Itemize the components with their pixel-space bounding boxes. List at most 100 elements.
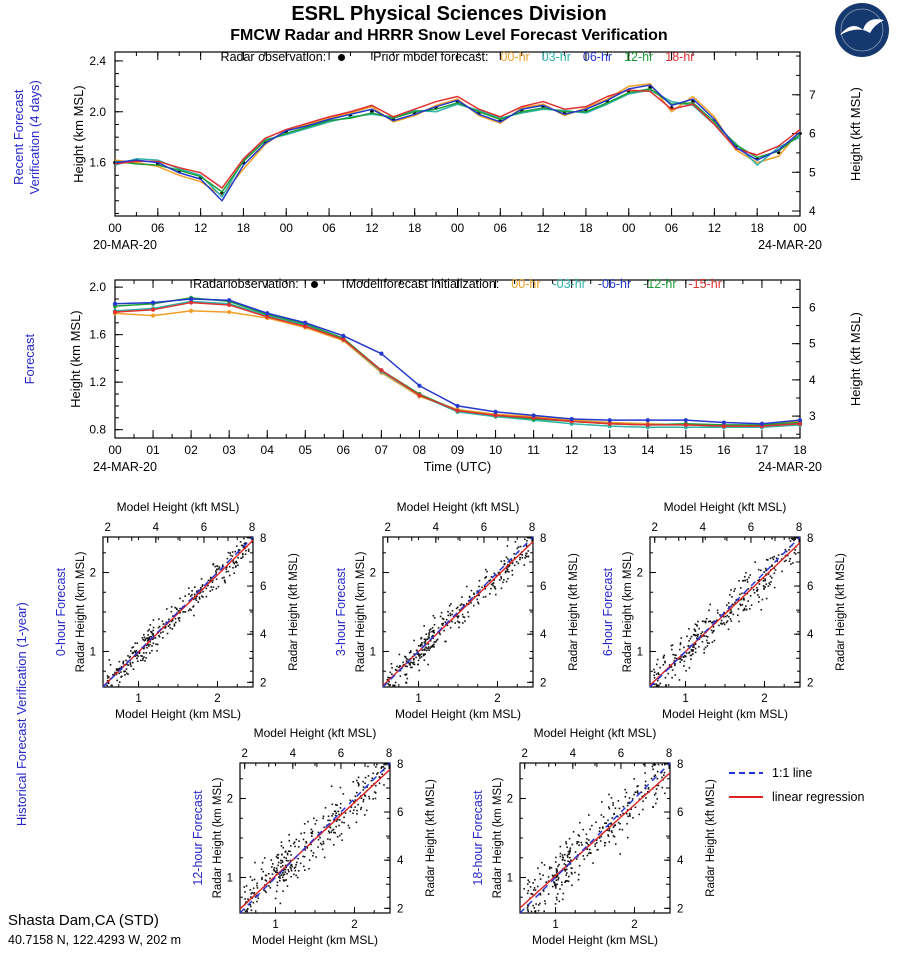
svg-text:Time (UTC): Time (UTC) <box>424 459 491 474</box>
svg-text:Radar Height (kft MSL): Radar Height (kft MSL) <box>425 779 437 897</box>
recent-ylabel-kft: Height (kft MSL) <box>847 87 863 182</box>
svg-text:4: 4 <box>290 748 297 760</box>
svg-text:Model Height (kft MSL): Model Height (kft MSL) <box>534 726 657 740</box>
svg-text:06: 06 <box>665 221 679 235</box>
svg-text:2: 2 <box>807 677 813 689</box>
svg-text:6: 6 <box>338 748 344 760</box>
series-06-hr <box>114 84 801 202</box>
svg-text:1: 1 <box>272 919 278 931</box>
one-to-one-line-sample <box>729 772 763 774</box>
svg-text:6-hour Forecast: 6-hour Forecast <box>601 567 615 656</box>
svg-text:Model Height (kft MSL): Model Height (kft MSL) <box>397 500 520 514</box>
series-18-hr <box>114 89 801 189</box>
h6-scatter-svg: 1 1 2 2 2 2 4 4 6 6 88 Model Height (kft MSL) Model … <box>601 500 847 721</box>
svg-text:Radar Height (km MSL): Radar Height (km MSL) <box>492 777 504 898</box>
svg-text:06: 06 <box>337 443 351 457</box>
forecast-panel-label: Forecast <box>21 333 37 385</box>
svg-text:2.4: 2.4 <box>89 54 106 68</box>
radar-observation-dot <box>310 280 318 288</box>
svg-text:6: 6 <box>201 522 207 534</box>
legend-regression-row: linear regression <box>728 790 864 804</box>
svg-text:2: 2 <box>677 903 683 915</box>
svg-text:8: 8 <box>397 759 403 771</box>
svg-text:2: 2 <box>227 794 233 806</box>
svg-text:Radar Height (kft MSL): Radar Height (kft MSL) <box>568 553 580 671</box>
svg-text:15: 15 <box>679 443 693 457</box>
svg-text:1: 1 <box>637 646 643 658</box>
svg-text:2: 2 <box>242 748 248 760</box>
svg-text:13: 13 <box>603 443 617 457</box>
forecast-chart-legend: Radar observation: Model forecast initial… <box>115 277 800 291</box>
svg-text:12: 12 <box>365 221 379 235</box>
legend-item-06-hr: 06-hr <box>582 50 613 64</box>
svg-text:2: 2 <box>652 522 658 534</box>
svg-text:06: 06 <box>494 221 508 235</box>
svg-text:1: 1 <box>552 919 558 931</box>
legend-obs-label: Radar observation: <box>220 50 327 64</box>
svg-text:2.0: 2.0 <box>89 105 106 119</box>
svg-text:Model Height (km MSL): Model Height (km MSL) <box>662 707 788 721</box>
svg-text:Radar Height (km MSL): Radar Height (km MSL) <box>75 551 87 672</box>
svg-text:14: 14 <box>641 443 655 457</box>
svg-text:12: 12 <box>565 443 579 457</box>
svg-text:18: 18 <box>237 221 251 235</box>
svg-text:8: 8 <box>386 748 392 760</box>
svg-text:0.8: 0.8 <box>89 423 106 437</box>
svg-text:04: 04 <box>261 443 275 457</box>
svg-text:Radar Height (km MSL): Radar Height (km MSL) <box>355 551 367 672</box>
svg-text:3-hour Forecast: 3-hour Forecast <box>334 567 348 656</box>
svg-text:2: 2 <box>397 903 403 915</box>
svg-text:6: 6 <box>809 127 816 141</box>
svg-text:Model Height (kft MSL): Model Height (kft MSL) <box>664 500 787 514</box>
svg-text:1: 1 <box>507 872 513 884</box>
svg-text:00: 00 <box>793 221 807 235</box>
regression-line <box>649 542 801 686</box>
svg-text:18-hour Forecast: 18-hour Forecast <box>471 790 485 886</box>
svg-text:07: 07 <box>375 443 389 457</box>
svg-text:09: 09 <box>451 443 465 457</box>
series-03-hr <box>114 89 801 198</box>
forecast-ylabel-km: Height (km MSL) <box>67 310 83 408</box>
svg-text:20-MAR-20: 20-MAR-20 <box>93 238 157 251</box>
h12-scatter-svg: 1 1 2 2 2 2 4 4 6 6 88 Model Height (kft MSL) Model … <box>191 726 437 947</box>
svg-text:4: 4 <box>153 522 160 534</box>
recent-verification-chart: 00 06 12 18 00 06 12 18 00 06 12 18 00 06 12 18 00 1.6 2.0… <box>0 46 898 252</box>
svg-text:24-MAR-20: 24-MAR-20 <box>93 460 157 474</box>
recent-ylabel-km: Height (km MSL) <box>70 85 86 183</box>
svg-text:8: 8 <box>807 533 813 545</box>
svg-text:Model Height (km MSL): Model Height (km MSL) <box>395 707 521 721</box>
svg-text:Radar Height (km MSL): Radar Height (km MSL) <box>622 551 634 672</box>
svg-text:Radar Height (kft MSL): Radar Height (kft MSL) <box>288 553 300 671</box>
svg-text:Radar Height (kft MSL): Radar Height (kft MSL) <box>835 553 847 671</box>
svg-text:12: 12 <box>708 221 722 235</box>
svg-text:5: 5 <box>809 337 816 351</box>
svg-text:1: 1 <box>90 646 96 658</box>
one-to-one-line <box>239 762 391 914</box>
legend-forecast-label: Model forecast initialization: <box>345 277 500 291</box>
svg-text:5: 5 <box>809 165 816 179</box>
svg-text:4: 4 <box>397 855 404 867</box>
regression-line <box>102 539 254 688</box>
svg-text:4: 4 <box>540 629 547 641</box>
noaa-logo-graphic <box>835 3 889 57</box>
svg-text:7: 7 <box>809 88 816 102</box>
svg-text:1: 1 <box>370 646 376 658</box>
svg-text:2: 2 <box>631 919 637 931</box>
scatter-3hour: 1 1 2 2 2 2 4 4 6 6 8 8 Model Height (kft MSL) Model … <box>333 499 583 731</box>
svg-text:6: 6 <box>397 807 403 819</box>
page-subtitle: FMCW Radar and HRRR Snow Level Forecast … <box>230 27 668 44</box>
regression-line <box>519 772 671 909</box>
svg-text:8: 8 <box>249 522 255 534</box>
regression-line <box>382 541 534 687</box>
svg-text:4: 4 <box>809 373 816 387</box>
svg-text:6: 6 <box>809 300 816 314</box>
svg-text:8: 8 <box>540 533 546 545</box>
svg-text:4: 4 <box>570 748 577 760</box>
series-12-hr <box>114 88 801 193</box>
legend-item-m03-hr: -03-hr <box>552 277 586 291</box>
svg-text:Model Height (kft MSL): Model Height (kft MSL) <box>254 726 377 740</box>
svg-text:2: 2 <box>637 568 643 580</box>
svg-text:2: 2 <box>90 568 96 580</box>
scatter-18hour: 1 1 2 2 2 2 4 4 6 6 8 8 Model Height (kft MSL) Model … <box>470 725 720 956</box>
station-coordinates: 40.7158 N, 122.4293 W, 202 m <box>8 933 182 947</box>
